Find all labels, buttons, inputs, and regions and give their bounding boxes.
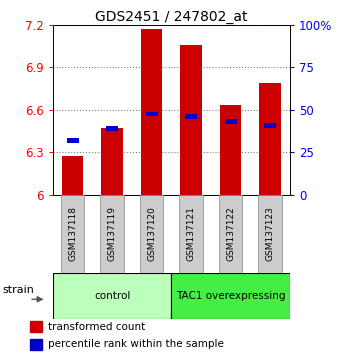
Text: GSM137120: GSM137120	[147, 206, 156, 261]
Text: percentile rank within the sample: percentile rank within the sample	[48, 339, 224, 349]
Bar	[219, 195, 242, 273]
Bar	[101, 128, 123, 195]
Bar	[171, 273, 290, 319]
Text: GSM137123: GSM137123	[266, 206, 275, 261]
Bar	[61, 195, 85, 273]
Bar	[30, 339, 42, 350]
Bar	[140, 195, 163, 273]
Text: GSM137121: GSM137121	[187, 206, 196, 261]
Text: control: control	[94, 291, 130, 301]
Bar	[66, 138, 78, 143]
Text: GSM137119: GSM137119	[108, 206, 117, 261]
Bar	[146, 112, 158, 116]
Bar	[53, 273, 171, 319]
Bar	[225, 119, 237, 124]
Bar	[259, 83, 281, 195]
Text: GSM137118: GSM137118	[68, 206, 77, 261]
Bar	[62, 156, 84, 195]
Bar	[106, 126, 118, 131]
Bar	[180, 45, 202, 195]
Text: strain: strain	[3, 285, 34, 295]
Bar	[30, 321, 42, 332]
Title: GDS2451 / 247802_at: GDS2451 / 247802_at	[95, 10, 248, 24]
Text: TAC1 overexpressing: TAC1 overexpressing	[176, 291, 285, 301]
Bar	[220, 105, 241, 195]
Bar	[264, 123, 276, 128]
Bar	[179, 195, 203, 273]
Bar	[141, 29, 162, 195]
Bar	[100, 195, 124, 273]
Text: transformed count: transformed count	[48, 322, 146, 332]
Bar	[258, 195, 282, 273]
Text: GSM137122: GSM137122	[226, 206, 235, 261]
Bar	[185, 114, 197, 119]
